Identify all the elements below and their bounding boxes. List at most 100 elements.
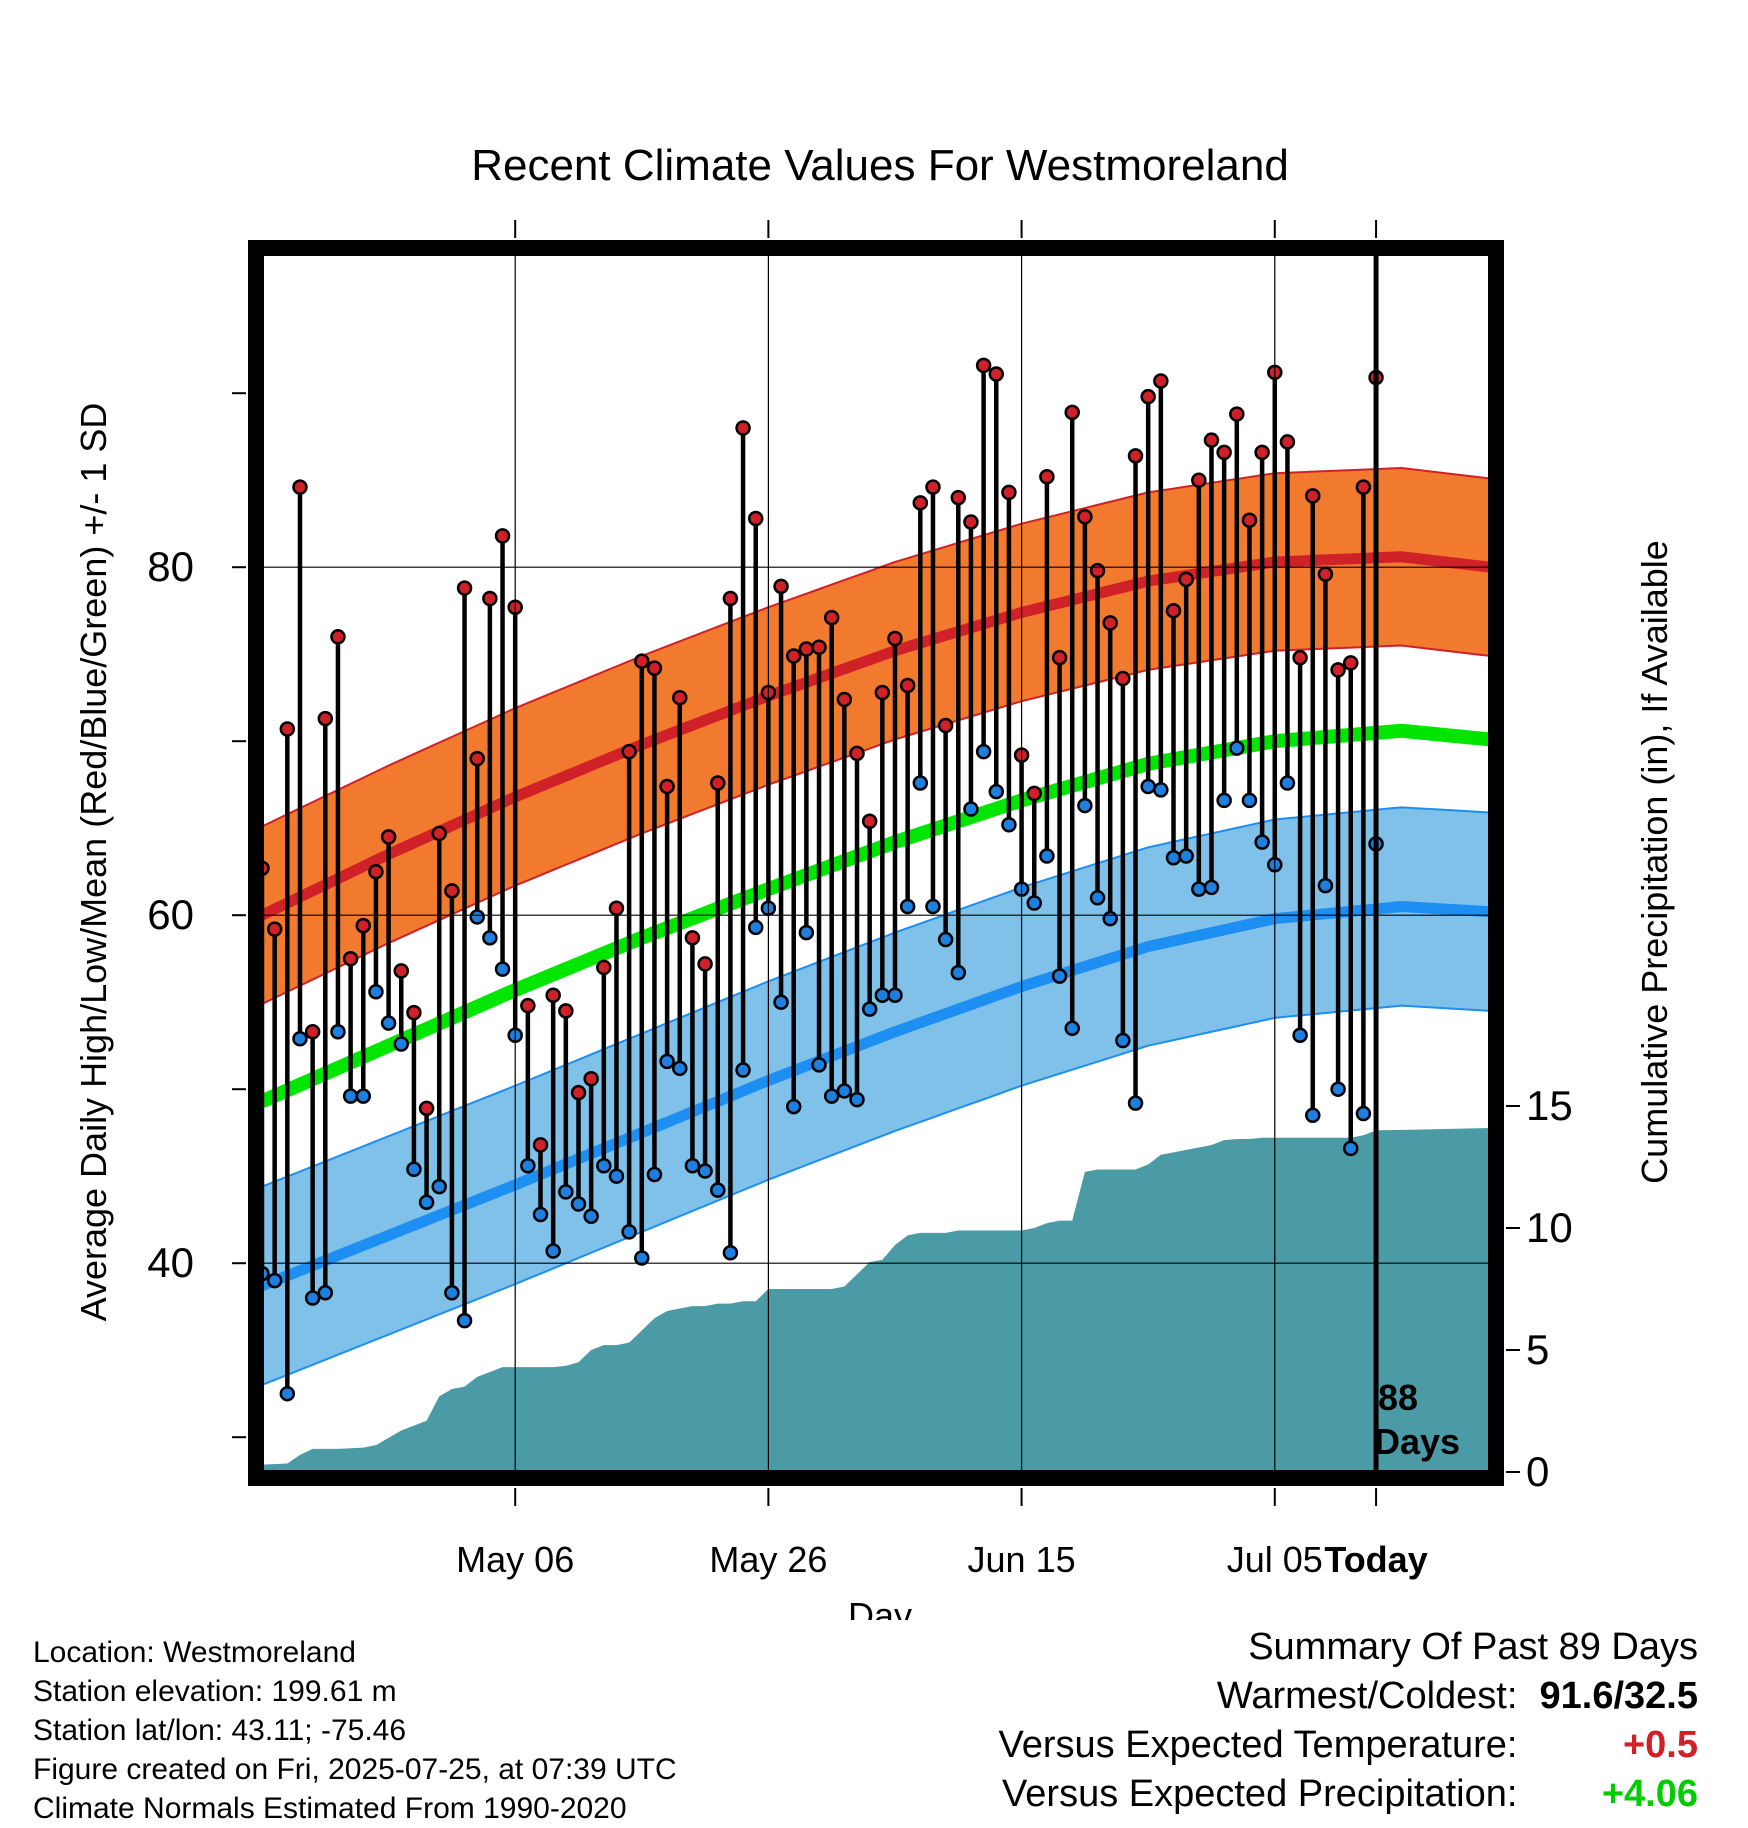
daily-low-point — [912, 775, 929, 791]
daily-high-point — [1001, 484, 1017, 501]
daily-low-point — [1089, 890, 1106, 906]
daily-high-point — [406, 1004, 422, 1021]
precip-anomaly-label: Versus Expected Precipitation: — [1002, 1773, 1518, 1815]
daily-high-point — [773, 578, 789, 595]
daily-high-point — [279, 721, 296, 737]
daily-high-point — [1317, 566, 1334, 582]
daily-low-point — [1342, 1140, 1359, 1157]
daily-high-point — [659, 778, 675, 795]
plot-frame — [248, 240, 1504, 1486]
climate-chart: Recent Climate Values For Westmoreland M… — [73, 141, 1675, 1620]
daily-low-point — [798, 924, 815, 941]
x-tick-label: Jun 15 — [968, 1539, 1076, 1580]
daily-high-point — [925, 479, 941, 495]
daily-high-point — [317, 710, 334, 727]
daily-low-point — [558, 1184, 574, 1200]
created-text: Figure created on Fri, 2025-07-25, at 07… — [33, 1753, 677, 1786]
daily-high-point — [482, 590, 498, 607]
elevation-text: Station elevation: 199.61 m — [33, 1675, 397, 1708]
daily-high-point — [380, 829, 397, 845]
daily-high-point — [1330, 662, 1346, 678]
daily-high-point — [672, 689, 688, 706]
daily-high-point — [798, 641, 815, 657]
daily-high-point — [368, 863, 384, 880]
daily-low-point — [520, 1158, 536, 1174]
daily-high-point — [1229, 406, 1245, 422]
daily-high-point — [1051, 649, 1068, 666]
daily-low-point — [431, 1178, 447, 1195]
daily-high-point — [646, 660, 663, 676]
daily-high-point — [1279, 434, 1296, 450]
daily-low-point — [532, 1206, 549, 1223]
daily-high-point — [811, 639, 827, 655]
daily-high-point — [710, 775, 726, 791]
daily-high-point — [583, 1071, 599, 1087]
daily-low-point — [950, 964, 967, 981]
daily-high-point — [520, 997, 536, 1014]
daily-low-point — [887, 987, 903, 1003]
daily-low-point — [1305, 1107, 1321, 1124]
daily-low-point — [785, 1098, 802, 1115]
daily-high-point — [1178, 571, 1194, 588]
precip-anomaly-row: Versus Expected Precipitation: +4.06 — [999, 1770, 1698, 1819]
y-right-tick-label: 5 — [1526, 1326, 1549, 1373]
daily-low-point — [418, 1194, 435, 1211]
daily-low-point — [469, 909, 485, 925]
daily-high-point — [1102, 615, 1118, 631]
y-right-tick-label: 10 — [1526, 1204, 1573, 1251]
daily-high-point — [1064, 404, 1080, 421]
daily-low-point — [823, 1088, 840, 1104]
x-tick-label: Jul 05 — [1227, 1539, 1323, 1580]
daily-high-point — [608, 900, 625, 916]
daily-low-point — [1077, 797, 1093, 814]
daily-low-point — [621, 1224, 637, 1240]
daily-high-point — [1203, 432, 1220, 448]
x-tick-label: May 26 — [709, 1539, 827, 1580]
daily-low-point — [1064, 1020, 1080, 1037]
daily-high-point — [861, 813, 878, 829]
daily-high-point — [621, 743, 637, 760]
daily-low-point — [861, 1001, 878, 1017]
daily-low-point — [710, 1182, 726, 1198]
low-normal-band — [262, 807, 1490, 1385]
daily-low-point — [849, 1091, 865, 1108]
summary-panel: Summary Of Past 89 Days Warmest/Coldest:… — [999, 1623, 1698, 1819]
daily-high-point — [355, 917, 372, 934]
station-info: Location: Westmoreland Station elevation… — [33, 1633, 677, 1828]
daily-high-point — [558, 1003, 574, 1019]
daily-high-point — [1039, 468, 1055, 485]
daily-low-point — [342, 1088, 359, 1104]
daily-low-point — [1165, 850, 1182, 866]
daily-low-point — [406, 1161, 422, 1177]
daily-high-point — [1153, 373, 1169, 389]
daily-high-point — [1077, 508, 1093, 525]
daily-low-point — [266, 1272, 283, 1289]
y-right-tick-label: 0 — [1526, 1448, 1549, 1495]
daily-high-point — [1216, 444, 1232, 461]
daily-high-point — [444, 883, 460, 899]
daily-low-point — [583, 1208, 599, 1224]
daily-high-point — [330, 629, 346, 645]
x-tick-label: May 06 — [456, 1539, 574, 1580]
daily-high-point — [1089, 562, 1106, 579]
daily-high-point — [634, 653, 650, 669]
daily-high-point — [697, 956, 713, 972]
daily-low-point — [1254, 834, 1270, 850]
latlon-text: Station lat/lon: 43.11; -75.46 — [33, 1714, 407, 1747]
temp-anomaly-value: +0.5 — [1622, 1724, 1698, 1766]
daily-high-point — [684, 930, 701, 946]
daily-low-point — [380, 1015, 397, 1031]
normals-text: Climate Normals Estimated From 1990-2020 — [33, 1792, 627, 1825]
daily-high-point — [874, 684, 891, 701]
daily-low-point — [684, 1158, 701, 1174]
location-text: Location: Westmoreland — [33, 1636, 356, 1669]
warmest-coldest-value: 91.6/32.5 — [1539, 1675, 1698, 1717]
daily-high-point — [469, 750, 485, 767]
daily-low-point — [773, 994, 789, 1010]
summary-title: Summary Of Past 89 Days — [1248, 1626, 1698, 1668]
y-axis-left-label: Average Daily High/Low/Mean (Red/Blue/Gr… — [73, 403, 114, 1322]
daily-high-point — [418, 1100, 435, 1117]
daily-low-point — [1355, 1105, 1372, 1122]
daily-high-point — [963, 514, 979, 530]
daily-low-point — [634, 1250, 650, 1266]
